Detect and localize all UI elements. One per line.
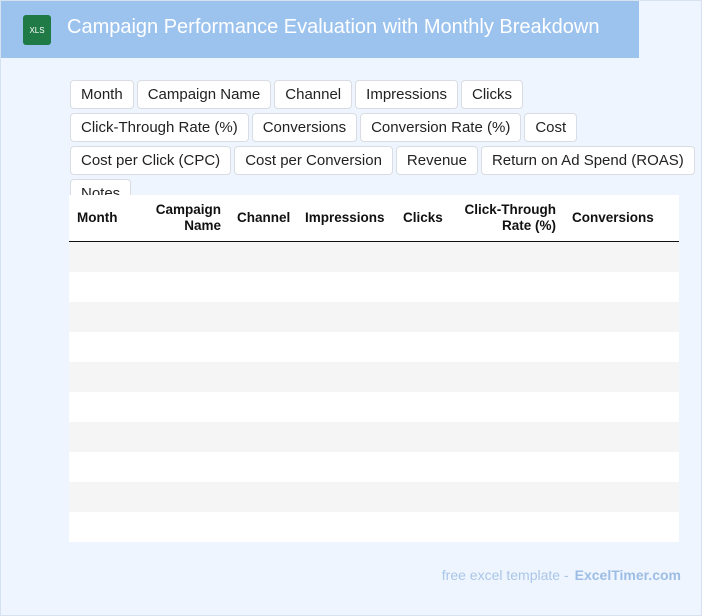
table-row — [69, 302, 679, 332]
footer-text: free excel template - — [441, 567, 569, 583]
filter-chip[interactable]: Channel — [274, 80, 353, 109]
table-row — [69, 512, 679, 542]
filter-chip[interactable]: Conversions — [251, 113, 358, 142]
filter-chip[interactable]: Month — [70, 80, 134, 109]
column-header: Campaign Name — [155, 202, 221, 233]
table-row — [69, 272, 679, 302]
filter-chip[interactable]: Click-Through Rate (%) — [70, 113, 249, 142]
table-row — [69, 392, 679, 422]
column-header: Month — [77, 210, 118, 225]
footer: free excel template - ExcelTimer.com — [442, 567, 681, 583]
footer-brand[interactable]: ExcelTimer.com — [574, 567, 681, 583]
table-row — [69, 422, 679, 452]
filter-chip[interactable]: Cost per Click (CPC) — [70, 146, 232, 175]
xls-icon: XLS — [23, 15, 51, 45]
filter-chip[interactable]: Impressions — [355, 80, 459, 109]
column-header: Channel — [237, 210, 291, 225]
filter-chip[interactable]: Campaign Name — [136, 80, 272, 109]
table: Month Campaign Name Channel Impressions Clic… — [69, 195, 679, 542]
filter-chip[interactable]: Cost per Conversion — [234, 146, 393, 175]
table-row — [69, 332, 679, 362]
filter-chip[interactable]: Revenue — [395, 146, 478, 175]
table-row — [69, 482, 679, 512]
column-filters: Month Campaign Name Channel Impressions Clic… — [70, 80, 700, 208]
table-header: Month Campaign Name Channel Impressions Clic… — [69, 195, 679, 242]
table-row — [69, 362, 679, 392]
filter-chip[interactable]: Return on Ad Spend (ROAS) — [480, 146, 695, 175]
column-header: Clicks — [403, 210, 443, 225]
column-header: Click-Through Rate (%) — [464, 202, 557, 233]
filter-chip[interactable]: Cost — [524, 113, 578, 142]
filter-chip[interactable]: Conversion Rate (%) — [360, 113, 522, 142]
table-row — [69, 242, 679, 272]
page-title: Campaign Performance Evaluation with Mon… — [67, 16, 600, 38]
header-bar: XLS Campaign Performance Evaluation with… — [1, 1, 639, 58]
column-header: Conversions — [572, 210, 654, 225]
table-row — [69, 452, 679, 482]
column-header: Impressions — [305, 210, 385, 225]
filter-chip[interactable]: Clicks — [461, 80, 524, 109]
table-body — [69, 242, 679, 542]
